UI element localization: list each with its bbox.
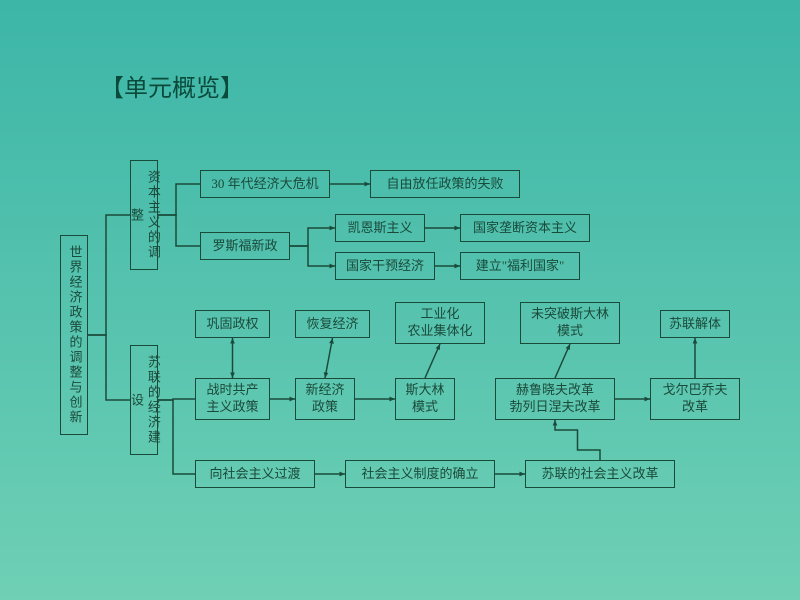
node-root: 世界经济政策的调整与创新 xyxy=(60,235,88,435)
node-nep: 新经济政策 xyxy=(295,378,355,420)
node-recover: 恢复经济 xyxy=(295,310,370,338)
node-fail: 自由放任政策的失败 xyxy=(370,170,520,198)
node-cap: 资本主义的调整 xyxy=(130,160,158,270)
node-trans: 向社会主义过渡 xyxy=(195,460,315,488)
node-warcom: 战时共产主义政策 xyxy=(195,378,270,420)
node-indus: 工业化农业集体化 xyxy=(395,302,485,344)
node-statemon: 国家垄断资本主义 xyxy=(460,214,590,242)
node-interv: 国家干预经济 xyxy=(335,252,435,280)
page-title: 【单元概览】 xyxy=(100,68,244,103)
node-gorba: 戈尔巴乔夫改革 xyxy=(650,378,740,420)
node-consol: 巩固政权 xyxy=(195,310,270,338)
node-keynes: 凯恩斯主义 xyxy=(335,214,425,242)
node-reform: 苏联的社会主义改革 xyxy=(525,460,675,488)
node-crisis: 30 年代经济大危机 xyxy=(200,170,330,198)
node-estab: 社会主义制度的确立 xyxy=(345,460,495,488)
node-not: 未突破斯大林模式 xyxy=(520,302,620,344)
node-newdeal: 罗斯福新政 xyxy=(200,232,290,260)
node-sov: 苏联的经济建设 xyxy=(130,345,158,455)
node-welfare: 建立"福利国家" xyxy=(460,252,580,280)
node-khrub: 赫鲁晓夫改革勃列日涅夫改革 xyxy=(495,378,615,420)
node-stalin: 斯大林模式 xyxy=(395,378,455,420)
node-dissolve: 苏联解体 xyxy=(660,310,730,338)
